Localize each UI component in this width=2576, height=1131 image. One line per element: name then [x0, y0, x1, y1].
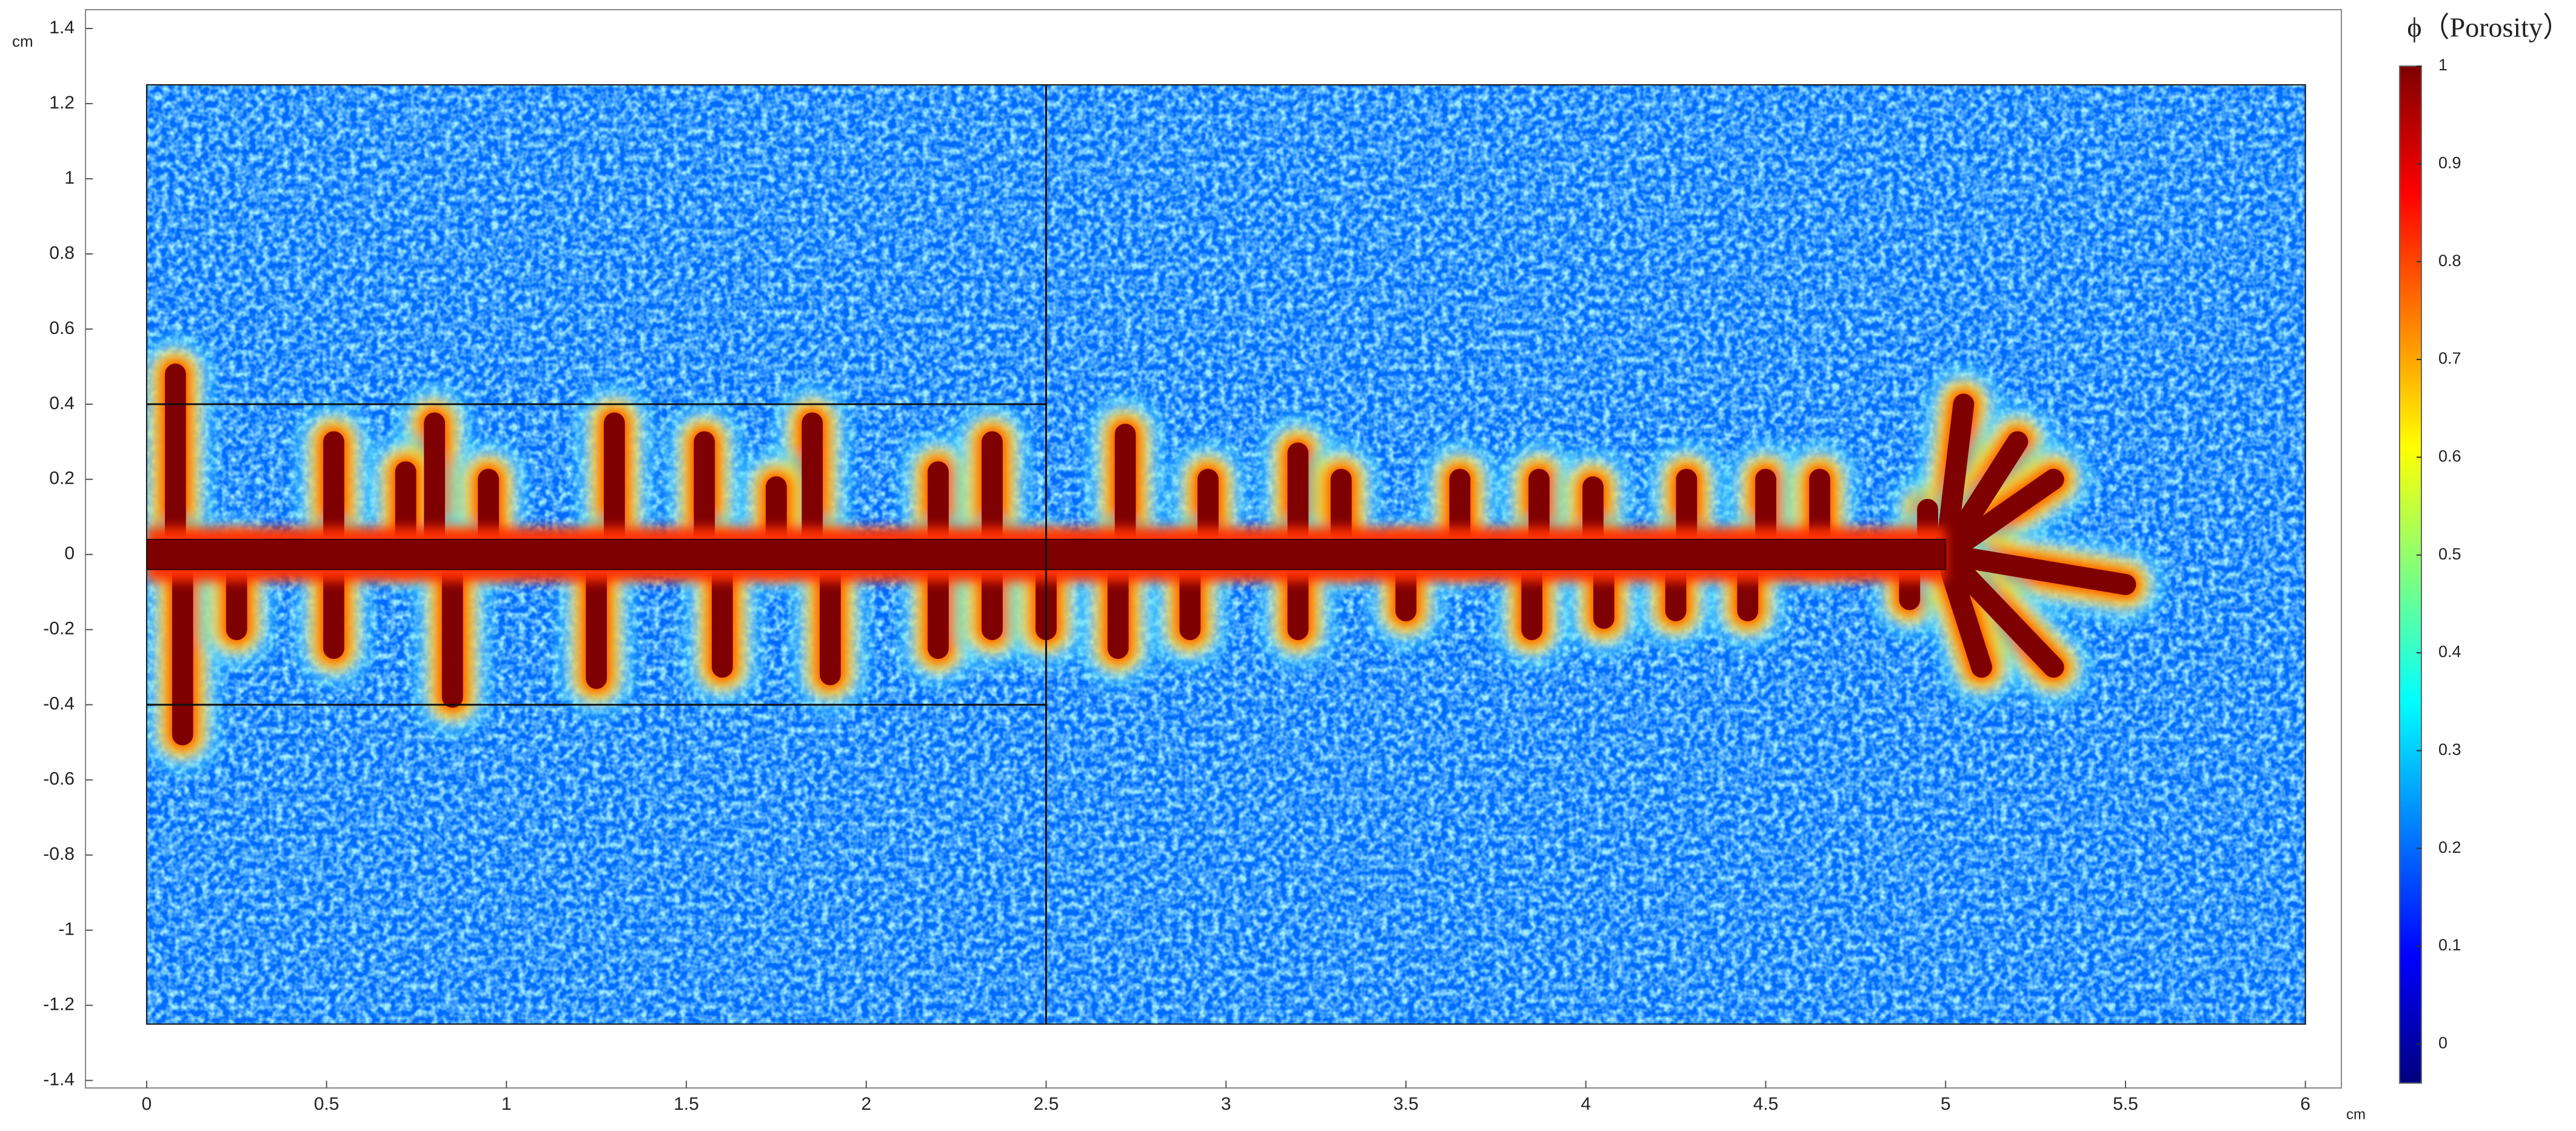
y-unit: cm [12, 32, 33, 50]
y-tick-label: -0.4 [43, 694, 75, 714]
x-tick-label: 6 [2300, 1094, 2310, 1114]
x-tick-label: 4 [1581, 1094, 1591, 1114]
y-tick-label: 1 [64, 168, 75, 188]
x-tick-label: 1 [501, 1094, 512, 1114]
x-tick-label: 1.5 [674, 1094, 699, 1114]
x-tick-label: 5 [1941, 1094, 1951, 1114]
colorbar-tick-label: 0.7 [2438, 349, 2461, 367]
colorbar [2399, 65, 2422, 1084]
y-tick-label: 0 [64, 544, 75, 564]
colorbar-tick-label: 0.8 [2438, 252, 2461, 270]
x-tick-label: 5.5 [2113, 1094, 2138, 1114]
colorbar-tick-label: 0.6 [2438, 447, 2461, 465]
colorbar-tick-label: 0.2 [2438, 838, 2461, 856]
y-tick-label: -1.2 [43, 995, 75, 1015]
branch [1935, 544, 2136, 595]
branch [1935, 544, 1992, 678]
field [146, 84, 2306, 1024]
y-tick-label: 0.2 [49, 469, 75, 489]
y-tick-label: -0.2 [43, 619, 75, 639]
colorbar-tick-label: 0.5 [2438, 545, 2461, 563]
colorbar-tick-label: 0.1 [2438, 936, 2461, 954]
x-tick-label: 0 [142, 1094, 152, 1114]
y-tick-label: -1.4 [43, 1070, 75, 1090]
branch [1935, 393, 1975, 566]
x-tick-label: 3.5 [1393, 1094, 1419, 1114]
y-tick-label: -0.8 [43, 844, 75, 864]
colorbar-tick-label: 0.3 [2438, 741, 2461, 759]
y-tick-label: 0.6 [49, 318, 75, 338]
x-tick-label: 2 [861, 1094, 871, 1114]
y-tick-label: -1 [58, 919, 75, 939]
x-unit: cm [2346, 1106, 2366, 1123]
y-tick-label: -0.6 [43, 769, 75, 789]
branch [1935, 469, 2064, 566]
x-tick-label: 3 [1221, 1094, 1231, 1114]
colorbar-tick-label: 1 [2438, 56, 2447, 74]
y-tick-label: 1.2 [49, 93, 75, 113]
y-tick-label: 1.4 [49, 18, 75, 38]
colorbar-title: ϕ（Porosity） [2407, 12, 2571, 43]
y-tick-label: 0.8 [49, 243, 75, 263]
x-tick-label: 2.5 [1034, 1094, 1059, 1114]
plot-frame [85, 9, 2342, 1089]
x-tick-label: 0.5 [314, 1094, 340, 1114]
branch [1935, 544, 2064, 678]
colorbar-tick-label: 0.4 [2438, 642, 2461, 661]
x-tick-label: 4.5 [1753, 1094, 1779, 1114]
domain-border [146, 84, 2306, 1025]
y-tick-label: 0.4 [49, 393, 75, 413]
colorbar-tick-label: 0.9 [2438, 153, 2461, 172]
colorbar-tick-label: 0 [2438, 1034, 2447, 1052]
